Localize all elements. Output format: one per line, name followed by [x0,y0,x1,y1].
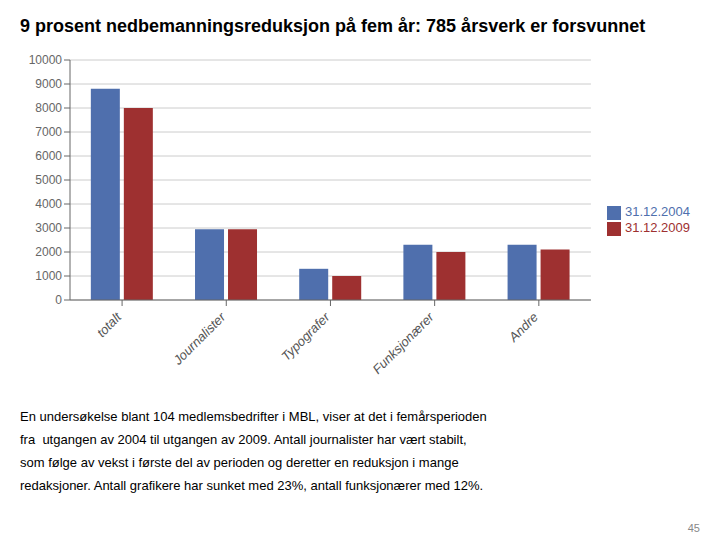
html-text:9 prosent nedbemanningsreduksj: 9 prosent nedbemanningsreduksjon på fem … [20,16,646,36]
svg-text:3000: 3000 [35,221,62,235]
svg-text:Journalister: Journalister [170,309,229,368]
html-text:31.12.2009: 31.12.2009 [624,220,690,235]
svg-text:8000: 8000 [35,101,62,115]
svg-text:5000: 5000 [35,173,62,187]
svg-text:9000: 9000 [35,77,62,91]
html-text:31.12.2004: 31.12.2004 [624,204,690,220]
html-text:som følge av vekst i første de: som følge av vekst i første del av perio… [20,455,459,470]
svg-text:Funksjonærer: Funksjonærer [369,309,437,377]
svg-text:7000: 7000 [35,125,62,139]
svg-text:6000: 6000 [35,149,62,163]
svg-text:Andre: Andre [505,310,541,346]
svg-text:totalt: totalt [94,309,126,341]
svg-text:4000: 4000 [35,197,62,211]
html-text:En undersøkelse blant 104 medl: En undersøkelse blant 104 medlemsbedrift… [20,409,487,424]
svg-text:1000: 1000 [35,269,62,283]
html-text:redaksjoner. Antall grafikere: redaksjoner. Antall grafikere har sunket… [20,478,484,493]
html-text:45: 45 [687,522,700,534]
svg-text:0: 0 [55,293,62,307]
html-text:fra utgangen av 2004 til utgan: fra utgangen av 2004 til utgangen av 200… [20,432,467,447]
svg-text:10000: 10000 [29,53,63,67]
svg-text:Typografer: Typografer [278,309,333,364]
svg-text:2000: 2000 [35,245,62,259]
